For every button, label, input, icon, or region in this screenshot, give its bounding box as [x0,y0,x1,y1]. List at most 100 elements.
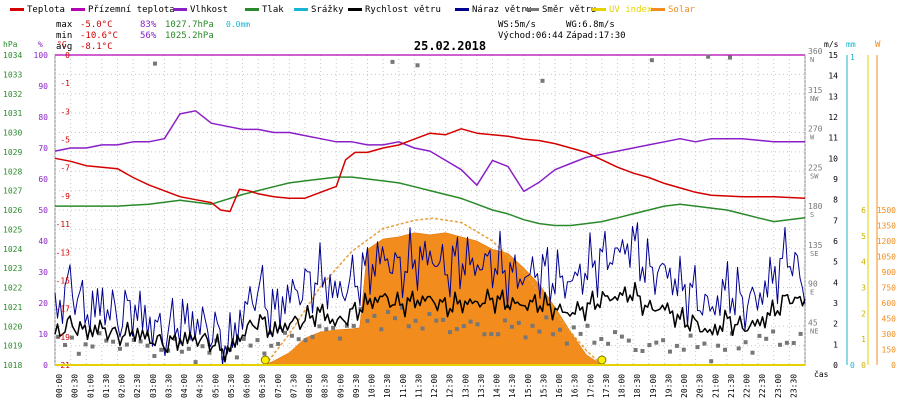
x-axis-tick: 09:00 [336,374,345,398]
solar-max-curve [264,217,603,366]
wind-direction-point [771,329,776,334]
wind-direction-point [668,349,672,354]
wind-dir-letter: E [810,289,814,297]
wind-direction-point [269,343,274,348]
chart-title: 25.02.2018 [414,39,486,53]
x-axis-tick: 15:30 [539,374,548,398]
wind-direction-point [503,318,507,323]
stats-panel: max -5.0°C 83% 1027.7hPa 0.0mm min -10.6… [56,20,250,52]
temp-axis-tick: -13 [56,248,71,257]
wind-dir-letter: S [810,211,814,219]
watt-axis-tick: 1500 [877,206,896,215]
wind-direction-point [372,313,377,318]
wind-direction-point [317,324,322,329]
watt-axis-tick: 900 [882,268,897,277]
hpa-axis-tick: 1019 [3,342,22,351]
legend-swatch [71,8,85,11]
pressure-line [55,176,806,227]
wind-direction-point [276,341,281,346]
x-axis-tick: 07:00 [274,374,283,398]
watt-axis-tick: 0 [891,361,896,370]
stats-rain: 0.0mm [226,20,250,29]
wind-direction-point [76,351,81,356]
pct-axis-tick: 90 [38,82,48,91]
legend-swatch [294,8,308,11]
wind-direction-point [613,330,617,335]
x-axis-tick: 03:30 [164,374,173,398]
x-axis-tick: 21:30 [727,374,736,398]
hpa-axis-tick: 1025 [3,225,22,234]
legend-label: Vlhkost [190,5,228,15]
watt-axis-tick: 300 [882,330,897,339]
wind-direction-point [728,55,732,60]
legend-swatch [348,8,362,11]
wind-direction-point [365,318,370,323]
wind-dir-letter: SE [810,250,818,258]
wind-direction-point [778,342,782,347]
wind-direction-point [764,336,769,341]
watt-unit-label: W [875,40,881,50]
wind-dir-letter: N [810,56,814,64]
temp-axis-tick: -1 [60,79,70,88]
wind-direction-point [124,342,129,347]
x-axis-tick: 07:30 [289,374,298,398]
x-axis: 00:00 00:30 01:00 01:30 02:00 02:30 03:00 03:30… [55,369,829,398]
x-axis-tick: 23:00 [774,374,783,398]
x-axis-tick: 20:00 [680,374,689,398]
wind-direction-point [523,335,528,340]
uv-axis-tick: 5 [861,232,866,241]
ms-axis-tick: 12 [828,113,838,122]
wind-direction-point [56,334,61,339]
hpa-axis-tick: 1024 [3,245,22,254]
hpa-axis-tick: 1027 [3,187,22,196]
wind-direction-point [207,350,212,355]
temp-unit-label: °C [57,40,67,49]
legend-label: Tlak [262,5,284,15]
temp-axis-tick: -3 [60,107,70,116]
ms-axis-tick: 9 [833,175,838,184]
wind-direction-point [344,323,349,328]
wind-direction-point [324,327,329,332]
uv-axis-tick: 4 [861,258,866,267]
x-axis-tick: 04:30 [196,374,205,398]
wind-direction-point [153,61,157,66]
pct-axis-tick: 80 [38,113,48,122]
wind-direction-point [434,318,439,323]
solar-area [264,232,603,366]
ms-axis-tick: 2 [833,320,838,329]
wind-direction-point [145,343,150,348]
sun-marker [597,355,607,365]
ms-axis-tick: 7 [833,216,838,225]
legend-swatch [245,8,259,11]
pct-axis-tick: 30 [38,268,48,277]
wind-direction-point [415,63,420,68]
wind-direction-point [688,333,693,338]
wind-direction-point [571,325,576,330]
wind-direction-point [413,318,418,323]
wind-direction-point [393,316,397,321]
x-axis-tick: 12:30 [446,374,455,398]
wind-direction-point [530,323,535,328]
wind-dir-tick: 270 [808,125,823,134]
wind-direction-point [152,354,157,358]
wind-direction-point [619,334,624,339]
legend-label: Přízemní teplota [88,5,175,15]
wind-speed-line [54,281,806,363]
wind-dir-tick: 180 [808,202,823,211]
wind-direction-point [791,341,796,345]
stats-avg-label: avg [56,42,72,52]
wind-dir-letter: SW [810,172,819,180]
wind-direction-point [441,317,446,322]
legend-swatch [592,8,606,11]
wind-sunrise: Východ:06:44 [498,31,563,41]
uv-axis-tick: 6 [861,206,866,215]
wind-dir-tick: 135 [808,241,823,250]
temp-axis-tick: -19 [56,333,71,342]
x-axis-tick: 16:00 [555,374,564,398]
wind-dir-letter: NW [810,95,819,103]
ms-axis-tick: 5 [833,258,838,267]
x-axis-tick: 11:30 [414,374,423,398]
wind-direction-point [757,333,762,338]
